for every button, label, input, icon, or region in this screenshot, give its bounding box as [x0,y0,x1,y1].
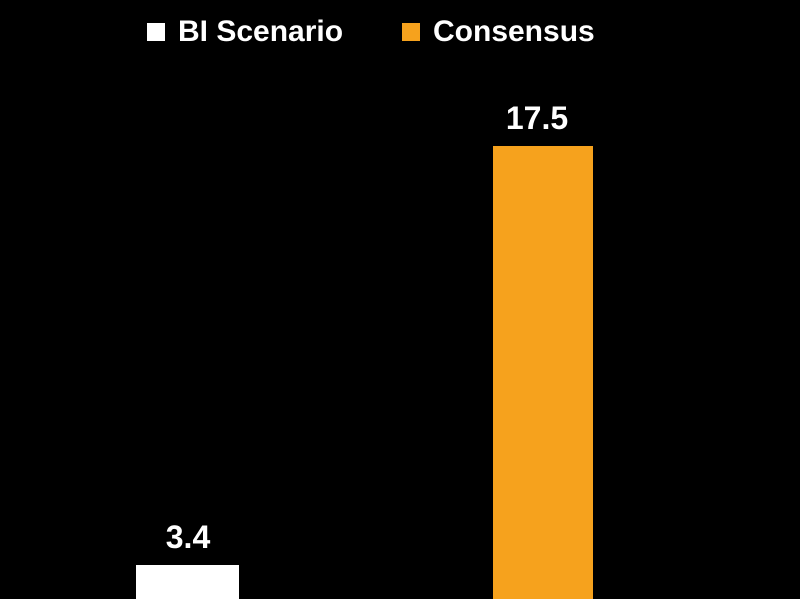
legend-item-consensus: Consensus [402,14,595,50]
legend-swatch-bi-scenario-icon [147,23,165,41]
legend-swatch-consensus-icon [402,23,420,41]
bar-consensus [493,146,593,599]
legend-item-bi-scenario: BI Scenario [147,14,343,50]
legend-label-bi-scenario: BI Scenario [178,15,344,48]
legend-label-consensus: Consensus [433,15,595,48]
value-label-consensus: 17.5 [505,100,569,136]
bar-bi-scenario [136,565,239,599]
value-label-bi-scenario: 3.4 [165,519,211,555]
